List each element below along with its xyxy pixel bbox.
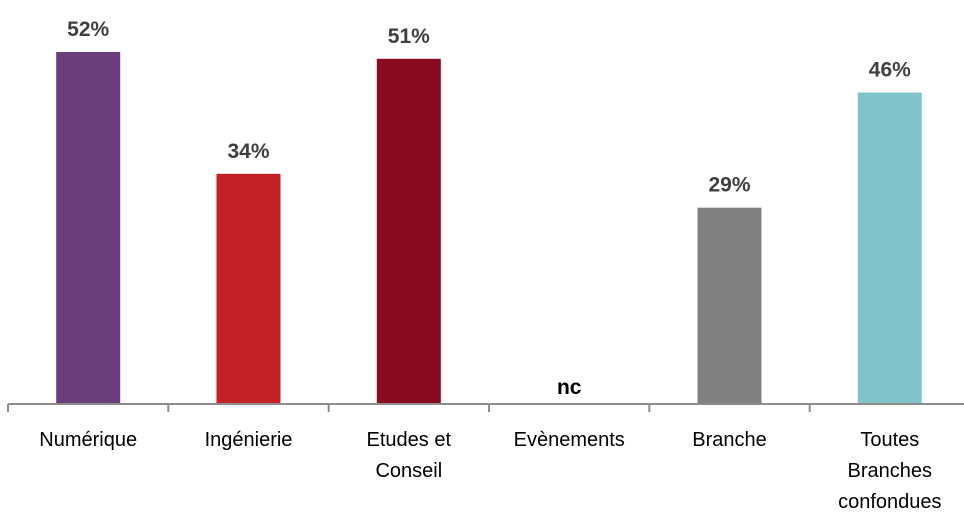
value-labels-group: 52% 34% 51% nc 29% 46% [67, 18, 911, 399]
category-labels-group: Numérique Ingénierie Etudes et Conseil Evène… [39, 429, 941, 513]
category-label-4: Branche [692, 429, 767, 451]
data-label-2: 51% [388, 25, 430, 48]
category-label-1: Ingénierie [205, 429, 293, 451]
bars-group [56, 52, 922, 405]
category-label-2: Etudes et Conseil [367, 429, 452, 482]
category-label-line: Conseil [375, 460, 442, 482]
category-label-5: Toutes Branches confondues [838, 429, 941, 513]
category-label-line: Evènements [514, 429, 625, 451]
data-label-5: 46% [869, 59, 911, 82]
category-label-line: Etudes et [367, 429, 452, 451]
bar-0 [56, 52, 121, 404]
category-label-line: Numérique [39, 429, 137, 451]
data-label-0: 52% [67, 18, 109, 41]
category-label-line: Branche [692, 429, 767, 451]
category-label-line: Toutes [860, 429, 919, 451]
category-label-line: Ingénierie [205, 429, 293, 451]
bar-4 [697, 207, 762, 404]
bar-5 [857, 92, 922, 404]
data-label-1: 34% [227, 140, 269, 163]
bar-2 [376, 58, 441, 405]
data-label-3: nc [557, 376, 582, 399]
x-axis [7, 403, 964, 412]
category-label-0: Numérique [39, 429, 137, 451]
category-label-line: Branches [848, 460, 933, 482]
category-label-line: confondues [838, 491, 941, 513]
data-label-4: 29% [708, 174, 750, 197]
bar-1 [216, 173, 281, 404]
category-label-3: Evènements [514, 429, 625, 451]
